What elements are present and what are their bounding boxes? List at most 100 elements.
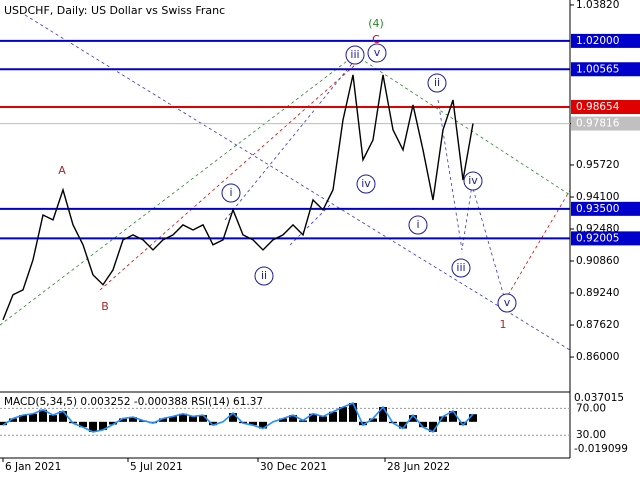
wave-label: v — [374, 46, 381, 59]
macd-bar — [439, 416, 447, 422]
trend-line — [0, 54, 356, 326]
level-label: 1.00565 — [576, 63, 619, 75]
wave-label: i — [416, 218, 419, 231]
wave-circle — [497, 293, 517, 313]
macd-bar — [459, 421, 467, 426]
macd-bar — [129, 417, 137, 422]
macd-bar — [9, 418, 17, 422]
x-tick-label: 28 Jun 2022 — [387, 461, 450, 473]
wave-label: iv — [361, 177, 371, 190]
macd-bar — [349, 403, 357, 422]
wave-label: 1 — [500, 318, 507, 331]
price-line — [2, 74, 474, 321]
macd-bar — [209, 421, 217, 426]
macd-bar — [289, 415, 297, 422]
level-label: 0.93500 — [576, 203, 619, 215]
macd-bar — [449, 411, 457, 422]
level-tag — [571, 231, 640, 246]
level-tag — [571, 100, 640, 115]
level-tag — [571, 62, 640, 77]
macd-bar — [189, 416, 197, 422]
macd-bar — [319, 416, 327, 422]
macd-bar — [339, 407, 347, 422]
wave-circle — [356, 174, 376, 194]
wave-label: iii — [456, 261, 465, 274]
macd-bar — [419, 421, 427, 428]
macd-bar — [99, 421, 107, 430]
macd-bar — [89, 421, 97, 432]
wave-label: ii — [261, 269, 267, 282]
wave-label: v — [504, 296, 511, 309]
y-tick-label: 0.89240 — [576, 287, 619, 299]
trend-line — [354, 54, 571, 196]
macd-bar — [259, 421, 267, 429]
level-tag — [571, 33, 640, 48]
level-tag — [571, 201, 640, 216]
y-tick-label: 0.94100 — [576, 191, 619, 203]
wave-label: C — [372, 33, 380, 46]
wave-circle — [367, 43, 387, 63]
y-tick-label: 0.86000 — [576, 351, 619, 363]
trend-line — [24, 14, 571, 351]
macd-bar — [409, 415, 417, 422]
x-tick-label: 6 Jan 2021 — [5, 461, 61, 473]
macd-bar — [159, 418, 167, 422]
macd-bar — [109, 421, 117, 425]
x-tick-label: 5 Jul 2021 — [130, 461, 183, 473]
trend-line — [99, 64, 356, 291]
macd-bar — [309, 413, 317, 422]
wave-label: A — [58, 164, 66, 177]
indicator-range: 0.037015 — [574, 392, 624, 404]
macd-bar — [369, 418, 377, 422]
macd-bar — [199, 415, 207, 422]
indicator-label: MACD(5,34,5) 0.003252 -0.000388 RSI(14) … — [4, 396, 263, 408]
macd-bar — [399, 421, 407, 429]
macd-bar — [469, 414, 477, 422]
price-tag — [571, 116, 640, 131]
wave-label: (4) — [368, 17, 384, 30]
y-tick-label: 0.87620 — [576, 319, 619, 331]
macd-bar — [169, 416, 177, 422]
wave-circle — [221, 183, 241, 203]
wave-circle — [254, 266, 274, 286]
y-tick-label: 0.95720 — [576, 159, 619, 171]
wave-circle — [345, 45, 365, 65]
rsi-line — [2, 402, 474, 433]
macd-bar — [179, 413, 187, 422]
wave-label: iv — [468, 174, 478, 187]
y-tick-label: 1.03820 — [576, 0, 619, 11]
macd-bar — [249, 421, 257, 426]
macd-bar — [19, 415, 27, 422]
macd-bar — [59, 411, 67, 422]
y-tick-label: 0.90860 — [576, 255, 619, 267]
wave-label: B — [101, 300, 109, 313]
macd-bar — [29, 413, 37, 422]
macd-bar — [229, 413, 237, 422]
wave-label: ii — [434, 76, 440, 89]
macd-bar — [379, 407, 387, 422]
indicator-tick-label: 30.00 — [576, 429, 606, 441]
y-tick-label: 0.97816 — [576, 118, 620, 130]
macd-bar — [119, 418, 127, 422]
indicator-range: -0.019099 — [574, 443, 628, 455]
wave-label: i — [229, 186, 232, 199]
trend-line — [437, 99, 506, 301]
trend-line — [224, 59, 356, 221]
x-tick-label: 30 Dec 2021 — [260, 461, 327, 473]
chart-title: USDCHF, Daily: US Dollar vs Swiss Franc — [4, 4, 225, 17]
level-label: 1.02000 — [576, 35, 619, 47]
wave-label: iii — [350, 48, 359, 61]
macd-bar — [39, 409, 47, 422]
level-label: 0.92005 — [576, 232, 619, 244]
wave-circle — [463, 171, 483, 191]
macd-bar — [329, 411, 337, 422]
macd-bar — [49, 415, 57, 422]
macd-bar — [429, 421, 437, 432]
wave-circle — [451, 258, 471, 278]
macd-bar — [79, 421, 87, 428]
indicator-tick-label: 70.00 — [576, 402, 606, 414]
wave-circle — [427, 73, 447, 93]
macd-bar — [279, 418, 287, 422]
